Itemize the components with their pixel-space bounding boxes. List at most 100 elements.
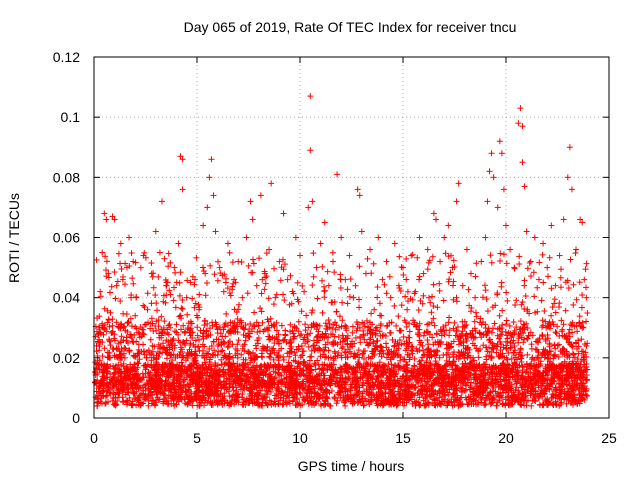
data-point <box>430 281 437 288</box>
data-point <box>140 387 147 394</box>
data-point <box>403 276 410 283</box>
data-point <box>504 335 511 342</box>
data-point <box>376 300 383 307</box>
data-point <box>483 296 490 303</box>
data-point <box>193 254 200 261</box>
data-point <box>431 322 438 329</box>
data-point <box>337 285 344 292</box>
data-point <box>273 291 280 298</box>
data-point <box>254 329 261 336</box>
data-point <box>298 308 305 315</box>
data-point <box>130 280 137 287</box>
data-point <box>287 272 294 279</box>
data-point <box>503 317 510 324</box>
data-point <box>491 320 498 327</box>
data-point <box>403 255 410 262</box>
data-point <box>250 256 257 263</box>
data-point <box>258 308 265 315</box>
data-point <box>338 345 345 352</box>
data-point <box>500 251 507 258</box>
data-point <box>257 305 264 312</box>
data-point <box>436 280 443 287</box>
data-point <box>545 273 552 280</box>
data-point <box>196 291 203 298</box>
data-point <box>128 323 135 330</box>
data-point <box>218 348 225 355</box>
data-point <box>321 287 328 294</box>
data-point <box>120 310 127 317</box>
data-point <box>420 292 427 299</box>
data-point <box>314 333 321 340</box>
data-point <box>451 319 458 326</box>
data-point <box>465 286 472 293</box>
data-point <box>124 320 131 327</box>
data-point <box>516 261 523 268</box>
data-point <box>158 313 165 320</box>
data-point <box>229 259 236 266</box>
data-point <box>355 347 362 354</box>
data-point <box>333 308 340 315</box>
data-point <box>115 390 122 397</box>
data-point <box>488 259 495 266</box>
data-point <box>578 336 585 343</box>
data-point <box>393 322 400 329</box>
data-point <box>135 360 142 367</box>
data-point <box>436 354 443 361</box>
data-point <box>560 321 567 328</box>
data-point <box>396 253 403 260</box>
data-point <box>513 297 520 304</box>
data-point <box>165 250 172 257</box>
data-point <box>258 290 265 297</box>
data-point <box>582 266 589 273</box>
data-point <box>512 354 519 361</box>
data-point <box>179 305 186 312</box>
data-point <box>265 295 272 302</box>
data-point <box>200 264 207 271</box>
data-point <box>428 309 435 316</box>
data-point <box>281 261 288 268</box>
data-point <box>270 356 277 363</box>
data-point <box>177 269 184 276</box>
data-point <box>565 285 572 292</box>
data-point <box>534 284 541 291</box>
data-point <box>344 286 351 293</box>
data-point <box>520 339 527 346</box>
data-point <box>398 341 405 348</box>
data-point <box>342 322 349 329</box>
data-point <box>97 293 104 300</box>
data-point <box>527 273 534 280</box>
data-point <box>356 304 363 311</box>
data-point <box>521 282 528 289</box>
data-point <box>270 301 277 308</box>
data-point <box>93 388 100 395</box>
data-point <box>141 249 148 256</box>
data-point <box>108 283 115 290</box>
data-point <box>416 273 423 280</box>
data-point <box>211 347 218 354</box>
data-point <box>266 397 273 404</box>
data-point <box>141 304 148 311</box>
data-point <box>536 259 543 266</box>
data-point <box>99 353 106 360</box>
data-point <box>398 302 405 309</box>
data-point <box>319 277 326 284</box>
data-point <box>360 402 367 409</box>
data-point <box>296 332 303 339</box>
data-point <box>250 260 257 267</box>
data-point <box>472 309 479 316</box>
data-point <box>202 292 209 299</box>
data-point <box>430 315 437 322</box>
data-point <box>111 269 118 276</box>
data-point <box>552 329 559 336</box>
data-point <box>356 296 363 303</box>
data-point <box>229 283 236 290</box>
data-point <box>381 281 388 288</box>
data-point <box>539 317 546 324</box>
data-point <box>472 273 479 280</box>
data-point <box>176 279 183 286</box>
data-point <box>305 343 312 350</box>
data-point <box>537 358 544 365</box>
data-point <box>219 333 226 340</box>
data-point <box>270 265 277 272</box>
